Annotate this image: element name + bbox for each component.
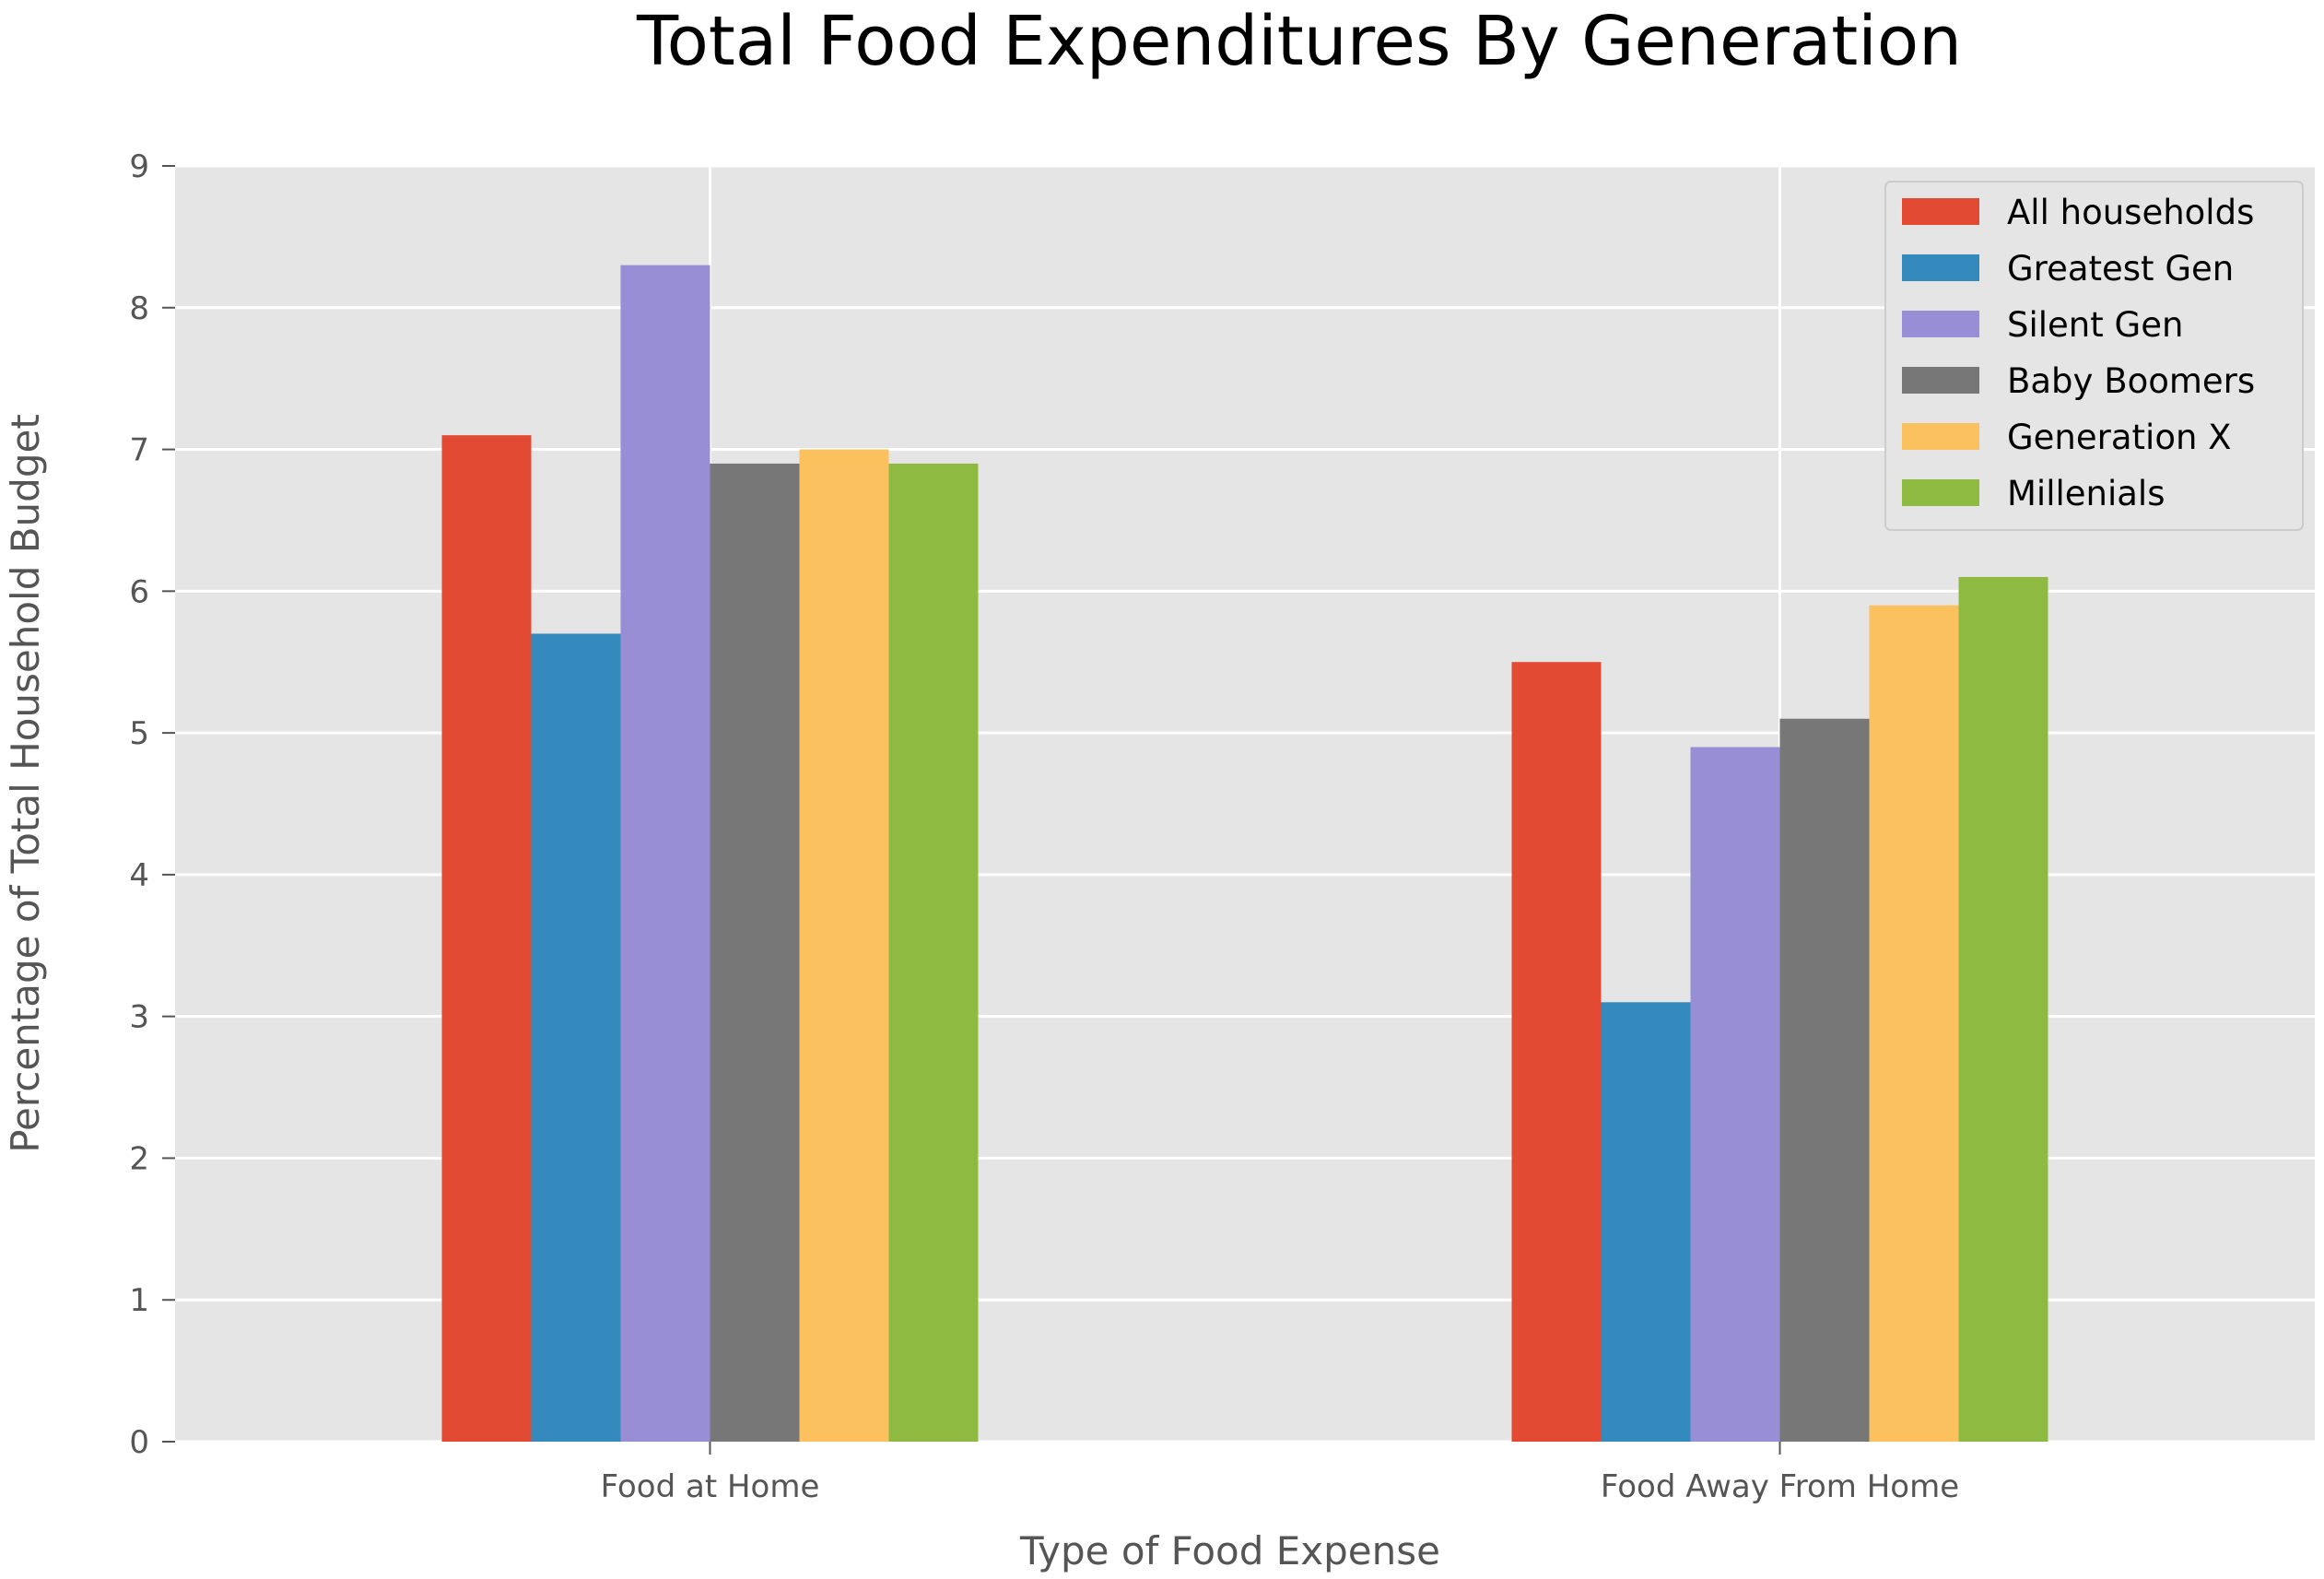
y-tick-label: 0 (129, 1424, 149, 1461)
legend-swatch (1902, 198, 1979, 225)
legend: All households Greatest Gen Silent Gen Baby… (1884, 181, 2304, 531)
legend-box (1884, 181, 2304, 531)
bar (1958, 576, 2048, 1442)
y-tick-label: 6 (129, 573, 149, 610)
y-axis: 0 1 2 3 4 5 6 7 8 9 (129, 148, 175, 1461)
bars (441, 265, 2048, 1443)
bar (1511, 662, 1602, 1442)
bar (1779, 718, 1870, 1442)
y-axis-label: Percentage of Total Household Budget (3, 414, 48, 1153)
legend-label: Silent Gen (2007, 305, 2183, 345)
y-tick-label: 2 (129, 1140, 149, 1177)
legend-label: Greatest Gen (2007, 249, 2234, 289)
y-tick-label: 4 (129, 857, 149, 894)
bar (620, 265, 710, 1443)
bar (1601, 1002, 1691, 1442)
bar (441, 435, 532, 1443)
legend-swatch (1902, 423, 1979, 450)
y-tick-label: 1 (129, 1282, 149, 1319)
x-tick-label: Food at Home (601, 1468, 820, 1505)
y-tick-label: 5 (129, 715, 149, 752)
x-axis-label: Type of Food Expense (1019, 1528, 1440, 1573)
legend-swatch (1902, 367, 1979, 394)
legend-swatch (1902, 479, 1979, 506)
x-tick-label: Food Away From Home (1601, 1468, 1959, 1505)
bar (1869, 605, 1959, 1442)
x-axis: Food at Home Food Away From Home (601, 1442, 1959, 1505)
bar (799, 449, 889, 1442)
y-tick-label: 8 (129, 290, 149, 327)
legend-label: Generation X (2007, 418, 2232, 457)
y-tick-label: 7 (129, 432, 149, 469)
legend-label: All households (2007, 193, 2254, 232)
bar (888, 463, 979, 1442)
bar (1690, 747, 1780, 1442)
legend-label: Millenials (2007, 474, 2166, 513)
bar (710, 463, 800, 1442)
y-tick-label: 3 (129, 999, 149, 1036)
legend-swatch (1902, 254, 1979, 281)
y-tick-label: 9 (129, 148, 149, 185)
chart-title: Total Food Expenditures By Generation (636, 2, 1962, 81)
legend-swatch (1902, 311, 1979, 337)
bar (531, 633, 621, 1442)
legend-label: Baby Boomers (2007, 361, 2255, 401)
